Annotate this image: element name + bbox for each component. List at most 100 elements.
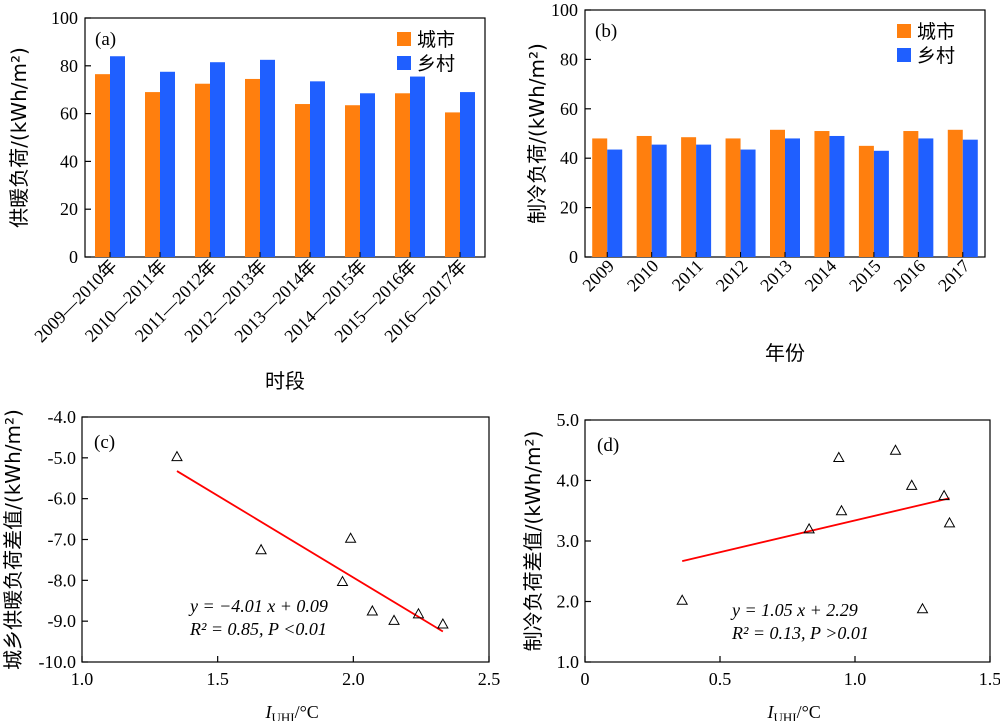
- bar-rural: [785, 138, 800, 257]
- y-tick-label: 0: [69, 247, 78, 267]
- y-tick-label: 60: [60, 104, 78, 124]
- bar-city: [947, 129, 963, 257]
- fit-statistics: R² = 0.85, P <0.01: [189, 619, 327, 639]
- y-tick-label: 100: [51, 8, 78, 28]
- bar-city: [145, 92, 160, 257]
- y-tick-label: -8.0: [48, 570, 77, 590]
- x-tick-label: 2017: [934, 256, 974, 296]
- y-tick-label: 20: [560, 198, 578, 218]
- y-tick-label: 100: [551, 0, 578, 20]
- x-axis-label-main: I: [265, 702, 273, 721]
- x-tick-label: 0.5: [709, 669, 732, 689]
- y-tick-label: 4.0: [557, 471, 580, 491]
- data-point: [889, 444, 902, 455]
- bar-rural: [918, 138, 934, 257]
- x-tick-label: 2014: [801, 256, 841, 296]
- legend-swatch-rural: [897, 48, 911, 62]
- x-axis-label: 时段: [265, 369, 305, 393]
- plot-frame: [84, 17, 486, 258]
- x-axis-label-sub: UHI: [774, 710, 797, 721]
- y-axis-label: 城乡供暖负荷差值/(kWh/m²): [1, 409, 25, 670]
- bar-rural: [210, 62, 225, 258]
- panel-b-cooling-bar-chart: 0 20 40 60 80 100 2009 2010 2011 2012 2013 2014 2015…: [525, 0, 986, 365]
- x-axis-label-unit: /°C: [295, 702, 319, 721]
- legend-swatch-rural: [397, 56, 411, 70]
- x-tick-label: 2010: [623, 256, 663, 296]
- x-axis-label: IUHI/°C: [767, 702, 821, 721]
- x-tick-label: 2015: [845, 256, 885, 296]
- y-tick-label: 40: [60, 151, 78, 171]
- legend-label-rural: 乡村: [917, 45, 955, 67]
- regression-line: [681, 497, 950, 562]
- bar-rural: [410, 76, 425, 258]
- x-tick-label: 2013: [756, 256, 796, 296]
- y-tick-label: 80: [60, 56, 78, 76]
- y-axis-label: 制冷负荷差值/(kWh/m²): [521, 431, 545, 652]
- x-tick-label: 2012: [712, 256, 752, 296]
- y-tick-label: 2.0: [557, 592, 580, 612]
- legend-swatch-city: [397, 32, 411, 46]
- data-point: [832, 451, 845, 463]
- y-tick-label: -5.0: [48, 448, 77, 468]
- data-point: [905, 479, 918, 490]
- data-point: [835, 504, 848, 516]
- legend-label-rural: 乡村: [417, 53, 455, 75]
- panel-a-heating-bar-chart: 0204060801002009—2010年2010—2011年2011—201…: [7, 8, 486, 393]
- bar-rural: [607, 149, 623, 257]
- x-tick-label: 0: [581, 669, 590, 689]
- y-axis-label: 供暖负荷/(kWh/m²): [7, 47, 31, 228]
- x-axis-label-sub: UHI: [272, 710, 295, 721]
- bar-city: [858, 145, 874, 257]
- data-point: [336, 575, 349, 587]
- bar-rural: [962, 139, 978, 257]
- y-axis-label: 制冷负荷/(kWh/m²): [525, 43, 549, 224]
- regression-line: [176, 470, 444, 633]
- bar-city: [592, 138, 608, 257]
- legend-label-city: 城市: [417, 29, 455, 51]
- x-tick-label: 2016: [890, 256, 930, 296]
- fit-equation: y = 1.05 x + 2.29: [730, 600, 858, 620]
- bar-rural: [460, 92, 475, 257]
- bar-city: [295, 104, 310, 257]
- panel-tag: (b): [595, 21, 617, 42]
- fit-statistics: R² = 0.13, P >0.01: [731, 623, 869, 643]
- y-tick-label: 80: [560, 49, 578, 69]
- bar-city: [681, 137, 697, 257]
- bar-rural: [740, 149, 756, 257]
- y-tick-label: 5.0: [557, 410, 580, 430]
- bar-rural: [160, 71, 175, 258]
- x-tick-label: 1.5: [206, 669, 229, 689]
- data-point: [437, 617, 449, 629]
- data-point: [255, 543, 267, 555]
- panel-c-heating-scatter: -10.0 -9.0 -8.0 -7.0 -6.0 -5.0 -4.0 1.0 1.5 2.0 2.…: [1, 407, 500, 721]
- x-tick-label: 1.0: [844, 669, 867, 689]
- data-point: [366, 604, 379, 616]
- data-point: [943, 516, 956, 528]
- panel-d-cooling-scatter: 1.0 2.0 3.0 4.0 5.0 0 0.5 1.0 1.5 y = 1.05 x + 2.…: [521, 410, 1000, 721]
- legend-swatch-city: [897, 24, 911, 38]
- x-tick-label: 2.0: [342, 669, 365, 689]
- data-point: [171, 450, 183, 462]
- bar-city: [445, 112, 460, 257]
- x-tick-label: 1.0: [71, 669, 94, 689]
- data-point: [412, 607, 425, 619]
- y-tick-label: -9.0: [48, 611, 77, 631]
- legend-label-city: 城市: [917, 21, 955, 43]
- bar-rural: [310, 81, 325, 258]
- bar-city: [195, 83, 210, 257]
- bar-rural: [696, 144, 712, 257]
- data-point: [388, 614, 400, 625]
- x-axis-label-main: I: [767, 702, 775, 721]
- panel-tag: (d): [597, 435, 619, 456]
- bar-rural: [829, 135, 845, 257]
- y-tick-label: 0: [569, 247, 578, 267]
- panel-tag: (a): [95, 29, 116, 50]
- data-point: [676, 594, 689, 605]
- bar-city: [903, 131, 919, 257]
- x-axis-label: IUHI/°C: [265, 702, 319, 721]
- x-tick-label: 2009: [578, 256, 618, 296]
- fit-equation: y = −4.01 x + 0.09: [188, 596, 328, 616]
- bar-city: [725, 138, 741, 257]
- bar-rural: [651, 144, 667, 257]
